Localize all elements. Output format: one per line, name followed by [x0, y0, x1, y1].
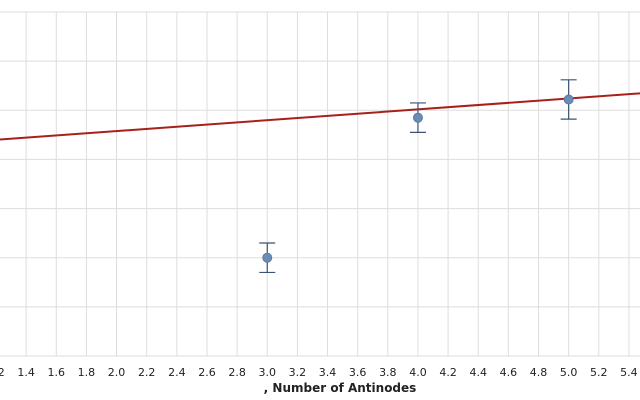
- x-tick-label: 5.0: [560, 366, 578, 379]
- data-point-group: [259, 242, 276, 274]
- x-tick-label: 2.6: [198, 366, 216, 379]
- x-tick-label: 3.6: [349, 366, 367, 379]
- x-tick-label: 4.0: [409, 366, 427, 379]
- data-point: [563, 94, 574, 105]
- fit-line-group: [0, 92, 640, 141]
- x-tick-label: 4.6: [500, 366, 518, 379]
- x-tick-label: 2.0: [108, 366, 126, 379]
- x-tick-label: 2.8: [228, 366, 246, 379]
- x-tick-label: 1.4: [17, 366, 35, 379]
- x-tick-label: 2.4: [168, 366, 186, 379]
- data-point: [412, 112, 423, 123]
- data-point-group: [560, 79, 577, 120]
- x-axis-title: , Number of Antinodes: [264, 381, 417, 395]
- x-tick-label: 4.8: [530, 366, 548, 379]
- x-tick-label: 3.0: [259, 366, 277, 379]
- x-tick-label: 4.2: [439, 366, 457, 379]
- x-tick-label: 5.4: [620, 366, 638, 379]
- data-point-group: [409, 102, 426, 133]
- x-tick-label: 5.2: [590, 366, 608, 379]
- x-tick-label: 3.8: [379, 366, 397, 379]
- data-point: [262, 252, 273, 263]
- grid: [0, 11, 640, 357]
- x-tick-labels: 1.2 1.4 1.6 1.8 2.0 2.2 2.4 2.6 2.8 3.0 3.2 3.4 3.6 3…: [0, 366, 638, 379]
- data-points: [259, 79, 577, 274]
- x-tick-label: 2.2: [138, 366, 156, 379]
- x-tick-label: 1.2: [0, 366, 5, 379]
- x-tick-label: 1.8: [78, 366, 96, 379]
- x-tick-label: 3.4: [319, 366, 337, 379]
- x-tick-label: 3.2: [289, 366, 307, 379]
- fit-line: [0, 92, 640, 141]
- x-tick-label: 4.4: [469, 366, 487, 379]
- x-tick-label: 1.6: [48, 366, 66, 379]
